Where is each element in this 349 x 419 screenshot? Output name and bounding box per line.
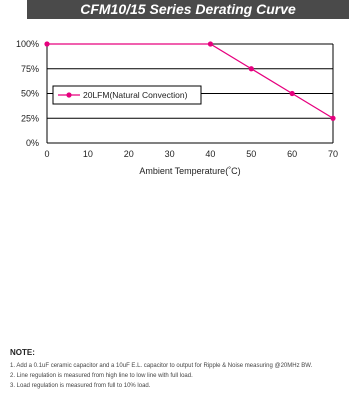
chart-title: CFM10/15 Series Derating Curve — [27, 0, 349, 19]
y-tick-label: 75% — [21, 64, 39, 74]
data-point — [289, 90, 295, 97]
x-tick-label: 30 — [165, 149, 175, 159]
note-item: 1. Add a 0.1uF ceramic capacitor and a 1… — [10, 363, 313, 369]
x-tick-label: 20 — [124, 149, 134, 159]
y-tick-label: 50% — [21, 89, 39, 99]
note-item: 3. Load regulation is measured from full… — [10, 383, 151, 389]
x-tick-label: 70 — [328, 149, 338, 159]
x-tick-label: 0 — [44, 149, 49, 159]
notes-heading: NOTE: — [10, 348, 35, 357]
derating-chart: 0% 25% 50% 75% 100% 0 10 20 30 40 50 60 70 Ambient Te… — [16, 39, 338, 176]
y-tick-label: 25% — [21, 113, 39, 123]
note-item: 2. Line regulation is measured from high… — [10, 373, 193, 379]
notes-list: 1. Add a 0.1uF ceramic capacitor and a 1… — [10, 362, 340, 390]
legend-box — [52, 85, 202, 105]
notes-section: NOTE: 1. Add a 0.1uF ceramic capacitor a… — [10, 348, 340, 392]
x-tick-label: 60 — [287, 149, 297, 159]
x-tick-label: 10 — [83, 149, 93, 159]
legend-label: 20LFM(Natural Convection) — [83, 90, 188, 100]
legend-marker — [66, 92, 72, 98]
data-point — [44, 41, 50, 47]
data-point — [207, 41, 214, 47]
data-point — [330, 115, 336, 121]
x-tick-label: 50 — [246, 149, 256, 159]
data-point — [248, 66, 254, 72]
x-axis-label: Ambient Temperature(˚C) — [139, 166, 240, 176]
x-tick-label: 40 — [205, 149, 215, 159]
series-line — [47, 43, 334, 119]
y-tick-label: 100% — [16, 39, 39, 49]
y-tick-label: 0% — [26, 138, 39, 148]
